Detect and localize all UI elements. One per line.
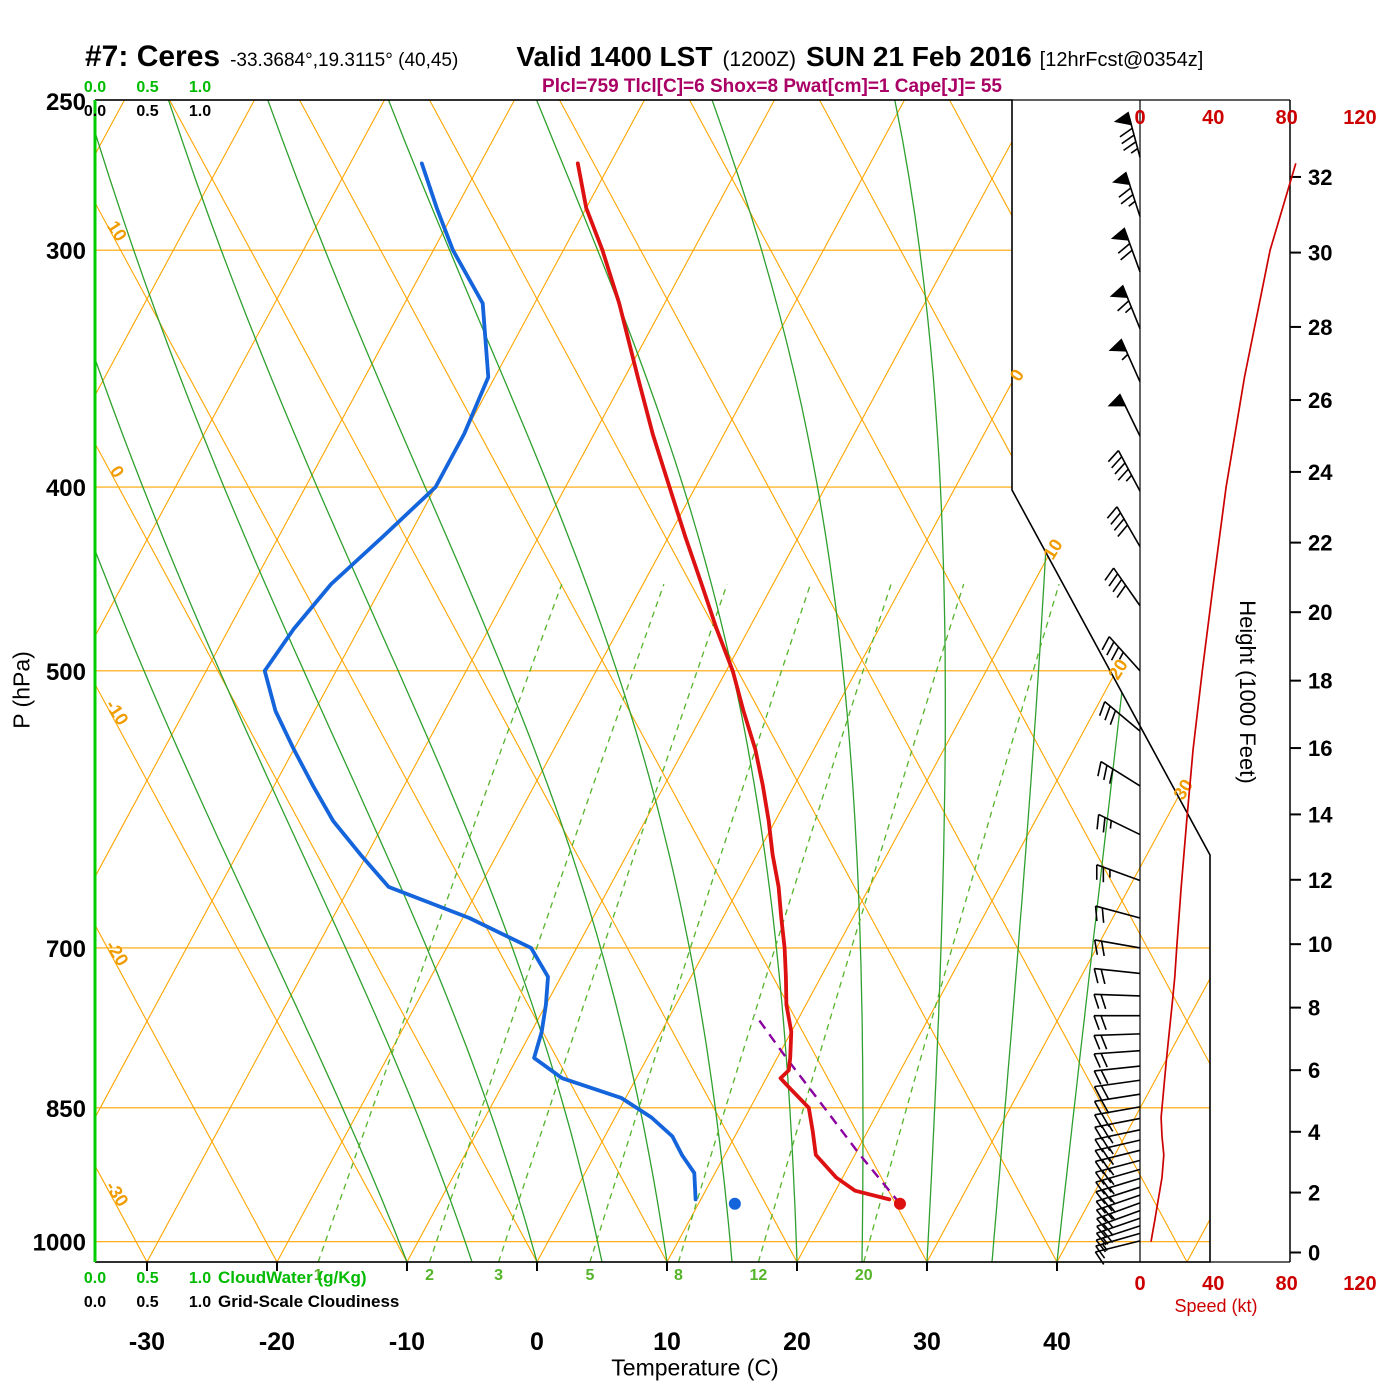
svg-text:12: 12: [749, 1267, 767, 1284]
svg-text:0.5: 0.5: [136, 103, 158, 120]
svg-text:-20: -20: [259, 1328, 295, 1356]
surface-temperature-dot: [893, 1197, 906, 1210]
svg-text:0: 0: [1134, 107, 1145, 129]
height-axis-title: Height (1000 Feet): [1235, 600, 1260, 784]
forecast-lead-info: [12hrFcst@0354z]: [1039, 49, 1204, 71]
svg-text:0.5: 0.5: [136, 79, 158, 96]
station-coords: -33.3684°,19.3115° (40,45): [230, 50, 459, 71]
stability-parameters-line: Plcl=759 Tlcl[C]=6 Shox=8 Pwat[cm]=1 Cap…: [542, 76, 1002, 97]
svg-text:-30: -30: [129, 1328, 165, 1356]
dewpoint-curve: [262, 161, 698, 1202]
svg-text:-30: -30: [102, 1178, 133, 1211]
svg-text:-10: -10: [102, 696, 133, 729]
svg-text:6: 6: [1308, 1058, 1320, 1083]
svg-text:40: 40: [1043, 1328, 1071, 1356]
svg-text:1.0: 1.0: [189, 1270, 211, 1287]
svg-text:0: 0: [1006, 366, 1028, 385]
svg-text:20: 20: [1104, 656, 1132, 684]
svg-text:2: 2: [425, 1267, 434, 1284]
valid-time: Valid 1400 LST: [516, 41, 713, 72]
svg-text:5: 5: [585, 1267, 594, 1284]
svg-text:120: 120: [1343, 1273, 1376, 1295]
svg-text:0.0: 0.0: [84, 1294, 106, 1311]
svg-text:400: 400: [46, 475, 86, 502]
svg-text:0: 0: [1308, 1241, 1320, 1266]
speed-axis-title: Speed (kt): [1174, 1296, 1258, 1316]
svg-text:2: 2: [1308, 1181, 1320, 1206]
svg-text:10: 10: [1308, 932, 1332, 957]
svg-text:10: 10: [653, 1328, 681, 1356]
svg-text:80: 80: [1275, 1273, 1297, 1295]
temperature-curve: [575, 161, 892, 1202]
orange-grid-lines: [95, 100, 1210, 1262]
cloudwater-axis-title: CloudWater (g/Kg): [218, 1268, 367, 1287]
wind-speed-curve: [1150, 163, 1297, 1242]
svg-text:500: 500: [46, 659, 86, 686]
svg-text:8: 8: [674, 1267, 683, 1284]
svg-text:40: 40: [1202, 1273, 1224, 1295]
svg-text:18: 18: [1308, 669, 1332, 694]
svg-text:3: 3: [494, 1267, 503, 1284]
svg-text:1: 1: [314, 1267, 323, 1284]
svg-text:20: 20: [855, 1267, 873, 1284]
svg-text:8: 8: [1308, 996, 1320, 1021]
svg-text:-10: -10: [389, 1328, 425, 1356]
wind-barbs: [1093, 111, 1141, 1265]
svg-text:1.0: 1.0: [189, 103, 211, 120]
svg-text:26: 26: [1308, 388, 1332, 413]
svg-text:30: 30: [913, 1328, 941, 1356]
svg-text:20: 20: [1308, 600, 1332, 625]
svg-text:12: 12: [1308, 868, 1332, 893]
svg-text:120: 120: [1343, 107, 1376, 129]
parcel-path-curve: [754, 1013, 901, 1205]
svg-text:10: 10: [1039, 535, 1067, 563]
valid-zulu-time: (1200Z): [722, 48, 796, 71]
station-title: #7: Ceres: [85, 40, 221, 73]
svg-text:1.0: 1.0: [189, 1294, 211, 1311]
svg-text:0.0: 0.0: [84, 1270, 106, 1287]
svg-text:28: 28: [1308, 315, 1332, 340]
svg-text:850: 850: [46, 1096, 86, 1123]
svg-text:0: 0: [1134, 1273, 1145, 1295]
svg-text:80: 80: [1275, 107, 1297, 129]
gridscale-cloudiness-axis-title: Grid-Scale Cloudiness: [218, 1292, 400, 1311]
svg-text:10: 10: [103, 217, 131, 245]
valid-date: SUN 21 Feb 2016: [805, 41, 1032, 72]
svg-text:22: 22: [1308, 531, 1332, 556]
temperature-axis-title: Temperature (C): [611, 1354, 779, 1381]
svg-text:16: 16: [1308, 736, 1332, 761]
surface-dewpoint-dot: [728, 1197, 741, 1210]
pressure-axis-title: P (hPa): [8, 651, 35, 729]
svg-text:14: 14: [1308, 802, 1333, 827]
svg-text:0.5: 0.5: [136, 1294, 158, 1311]
svg-text:-20: -20: [102, 937, 133, 970]
svg-text:0.0: 0.0: [84, 79, 106, 96]
svg-text:24: 24: [1308, 460, 1333, 485]
svg-text:20: 20: [783, 1328, 811, 1356]
svg-text:1.0: 1.0: [189, 79, 211, 96]
svg-text:30: 30: [1169, 776, 1197, 804]
svg-text:40: 40: [1202, 107, 1224, 129]
svg-text:30: 30: [1308, 241, 1332, 266]
title-bar: #7: Ceres -33.3684°,19.3115° (40,45) Val…: [0, 40, 1400, 74]
skewt-boundary: [95, 99, 1211, 1263]
svg-text:0.5: 0.5: [136, 1270, 158, 1287]
svg-text:0.0: 0.0: [84, 103, 106, 120]
svg-text:32: 32: [1308, 165, 1332, 190]
svg-text:700: 700: [46, 936, 86, 963]
svg-text:1000: 1000: [33, 1230, 86, 1257]
svg-text:4: 4: [1308, 1120, 1321, 1145]
svg-text:0: 0: [106, 462, 128, 481]
svg-text:0: 0: [530, 1328, 544, 1356]
svg-text:300: 300: [46, 238, 86, 265]
svg-text:250: 250: [46, 89, 86, 116]
